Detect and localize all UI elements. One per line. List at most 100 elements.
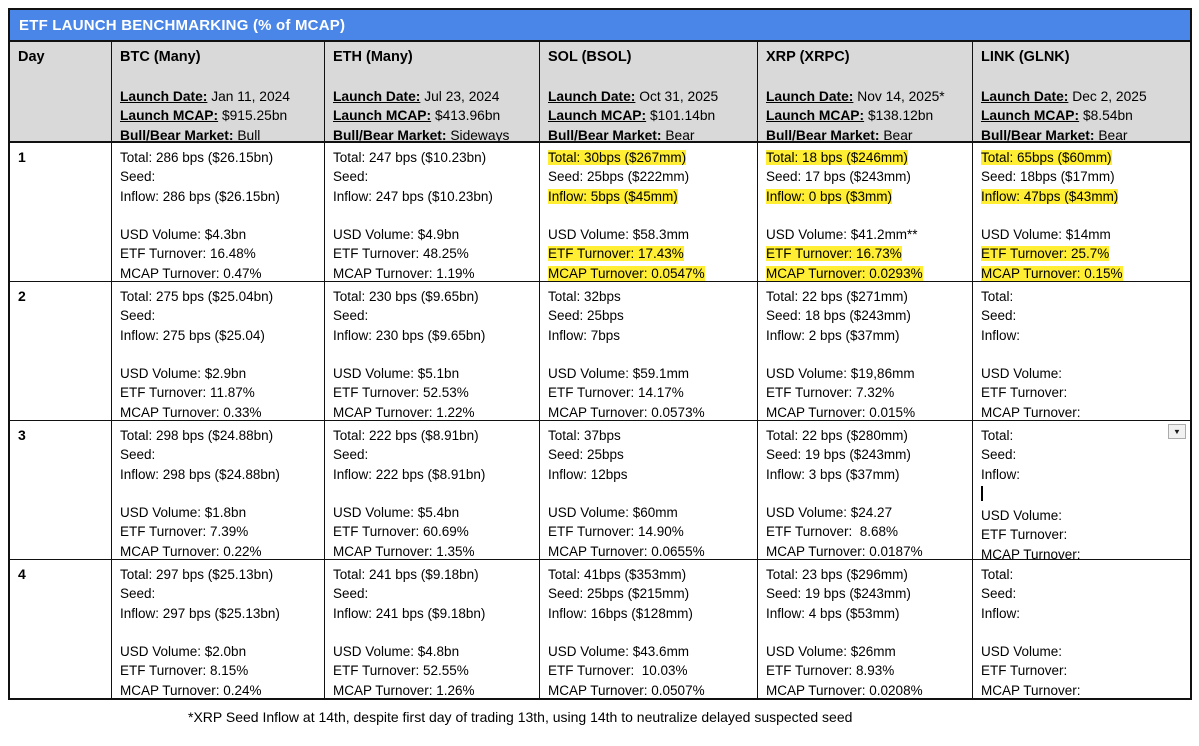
field-label: Launch MCAP:	[333, 108, 432, 123]
cell-line: MCAP Turnover: 0.0573%	[548, 404, 705, 420]
cell-day-1[interactable]: 1	[10, 143, 112, 281]
cell-line	[333, 206, 533, 225]
cell-line: USD Volume: $41.2mm**	[766, 227, 918, 243]
cell-sol-day-2[interactable]: Total: 32bps Seed: 25bps Inflow: 7bps USD …	[540, 282, 758, 420]
cell-line: Total: 298 bps ($24.88bn)	[120, 428, 274, 443]
cell-eth-day-4[interactable]: Total: 241 bps ($9.18bn) Seed: Inflow: 241…	[325, 560, 540, 698]
cell-xrp-day-3[interactable]: Total: 22 bps ($280mm) Seed: 19 bps ($243…	[758, 421, 973, 559]
cell-line	[766, 484, 966, 503]
table-body: 1 Total: 286 bps ($26.15bn) Seed: Inflow: 2…	[10, 143, 1190, 698]
cell-line: MCAP Turnover: 0.0208%	[766, 682, 923, 698]
field-label: Bull/Bear Market:	[333, 127, 447, 142]
header-field-launch_mcap: Launch MCAP: $101.14bn	[548, 108, 716, 123]
cell-day-3[interactable]: 3	[10, 421, 112, 559]
cell-line: ETF Turnover: 52.55%	[333, 663, 469, 679]
cell-line: USD Volume: $14mm	[981, 227, 1111, 243]
cell-link-day-4[interactable]: Total: Seed: Inflow: USD Volume: ETF Turnov…	[973, 560, 1190, 698]
cell-line: MCAP Turnover: 0.0293%	[766, 264, 966, 281]
cell-eth-day-3[interactable]: Total: 222 bps ($8.91bn) Seed: Inflow: 222…	[325, 421, 540, 559]
cell-line: MCAP Turnover: 0.24%	[120, 682, 262, 698]
cell-line: Seed: 25bps ($215mm)	[548, 586, 690, 602]
column-label: ETH (Many)	[333, 49, 413, 65]
field-label: Bull/Bear Market:	[766, 127, 880, 142]
cell-line: Seed: 18bps ($17mm)	[981, 169, 1115, 185]
cell-btc-day-3[interactable]: Total: 298 bps ($24.88bn) Seed: Inflow: 29…	[112, 421, 325, 559]
highlighted-text: ETF Turnover: 17.43%	[548, 246, 684, 262]
day-number: 2	[18, 288, 26, 304]
cell-btc-day-4[interactable]: Total: 297 bps ($25.13bn) Seed: Inflow: 29…	[112, 560, 325, 698]
header-field-launch_date: Launch Date: Nov 14, 2025*	[766, 88, 945, 104]
cell-line: Inflow: 297 bps ($25.13bn)	[120, 605, 280, 621]
header-field-launch_mcap: Launch MCAP: $8.54bn	[981, 108, 1133, 123]
cell-btc-day-2[interactable]: Total: 275 bps ($25.04bn) Seed: Inflow: 27…	[112, 282, 325, 420]
cell-eth-day-2[interactable]: Total: 230 bps ($9.65bn) Seed: Inflow: 230…	[325, 282, 540, 420]
table-row-day-2: 2 Total: 275 bps ($25.04bn) Seed: Inflow: 2…	[10, 282, 1190, 421]
cell-line: Seed: 17 bps ($243mm)	[766, 169, 911, 185]
cell-line: USD Volume: $4.8bn	[333, 644, 460, 660]
cell-sol-day-4[interactable]: Total: 41bps ($353mm) Seed: 25bps ($215mm…	[540, 560, 758, 698]
cell-xrp-day-1[interactable]: Total: 18 bps ($246mm) Seed: 17 bps ($243…	[758, 143, 973, 281]
highlighted-text: ETF Turnover: 25.7%	[981, 246, 1110, 262]
cell-line: Inflow: 2 bps ($37mm)	[766, 327, 900, 343]
header-link: LINK (GLNK) Launch Date: Dec 2, 2025 Laun…	[973, 42, 1190, 141]
page-title: ETF LAUNCH BENCHMARKING (% of MCAP)	[19, 16, 346, 34]
field-label: Launch MCAP:	[120, 108, 219, 123]
table-row-day-4: 4 Total: 297 bps ($25.13bn) Seed: Inflow: 2…	[10, 560, 1190, 698]
cell-line: Seed:	[333, 308, 369, 324]
cell-line: Inflow: 275 bps ($25.04)	[120, 327, 265, 343]
cell-line: ETF Turnover: 8.68%	[766, 524, 899, 540]
cell-link-day-1[interactable]: Total: 65bps ($60mm) Seed: 18bps ($17mm) I…	[973, 143, 1190, 281]
cell-line: MCAP Turnover: 0.33%	[120, 404, 262, 420]
cell-line	[120, 484, 318, 503]
table-row-day-1: 1 Total: 286 bps ($26.15bn) Seed: Inflow: 2…	[10, 143, 1190, 282]
cell-link-day-3[interactable]: Total: Seed: Inflow: USD Volume: ETF Turnove…	[973, 421, 1190, 559]
column-label: SOL (BSOL)	[548, 49, 632, 65]
cell-line: ETF Turnover:	[981, 385, 1068, 401]
cell-line: MCAP Turnover: 0.0547%	[548, 264, 751, 281]
cell-line: Total: 23 bps ($296mm)	[766, 567, 908, 582]
cell-line	[981, 206, 1184, 225]
cell-line: USD Volume: $4.9bn	[333, 227, 460, 243]
field-label: Launch MCAP:	[766, 108, 865, 123]
cell-eth-day-1[interactable]: Total: 247 bps ($10.23bn) Seed: Inflow: 24…	[325, 143, 540, 281]
cell-line: MCAP Turnover:	[981, 546, 1081, 559]
dropdown-button[interactable]: ▼	[1168, 424, 1186, 439]
cell-line: Total: 32bps	[548, 289, 621, 304]
day-number: 4	[18, 566, 26, 582]
cell-line: Seed:	[333, 447, 369, 463]
cell-line: Seed:	[120, 586, 156, 602]
cell-line: USD Volume: $2.0bn	[120, 644, 247, 660]
cell-line: Seed:	[981, 586, 1017, 602]
cell-sol-day-3[interactable]: Total: 37bps Seed: 25bps Inflow: 12bps USD…	[540, 421, 758, 559]
cell-line: Inflow:	[981, 466, 1021, 482]
field-label: Launch Date:	[548, 88, 636, 104]
header-btc: BTC (Many) Launch Date: Jan 11, 2024 Laun…	[112, 42, 325, 141]
cell-btc-day-1[interactable]: Total: 286 bps ($26.15bn) Seed: Inflow: 28…	[112, 143, 325, 281]
cell-line	[981, 345, 1184, 364]
day-number: 1	[18, 149, 26, 165]
cell-line: Seed: 25bps ($222mm)	[548, 169, 690, 185]
cell-line: Inflow: 247 bps ($10.23bn)	[333, 188, 493, 204]
column-label: BTC (Many)	[120, 49, 201, 65]
cell-day-2[interactable]: 2	[10, 282, 112, 420]
cell-line: MCAP Turnover: 0.0187%	[766, 543, 923, 559]
cell-day-4[interactable]: 4	[10, 560, 112, 698]
cell-line: Total: 37bps	[548, 428, 621, 443]
cell-line: ETF Turnover: 14.17%	[548, 385, 684, 401]
cell-xrp-day-4[interactable]: Total: 23 bps ($296mm) Seed: 19 bps ($243…	[758, 560, 973, 698]
footnote: *XRP Seed Inflow at 14th, despite first …	[188, 709, 853, 725]
highlighted-text: Inflow: 5bps ($45mm)	[548, 188, 678, 204]
cell-line: Seed:	[981, 308, 1017, 324]
cell-line: Inflow: 230 bps ($9.65bn)	[333, 327, 486, 343]
header-eth: ETH (Many) Launch Date: Jul 23, 2024 Laun…	[325, 42, 540, 141]
header-field-market: Bull/Bear Market: Bull	[120, 127, 261, 142]
highlighted-text: Inflow: 0 bps ($3mm)	[766, 188, 893, 204]
cell-sol-day-1[interactable]: Total: 30bps ($267mm) Seed: 25bps ($222mm…	[540, 143, 758, 281]
field-label: Launch Date:	[766, 88, 854, 104]
cell-line	[981, 484, 1184, 506]
cell-line	[548, 345, 751, 364]
cell-xrp-day-2[interactable]: Total: 22 bps ($271mm) Seed: 18 bps ($243…	[758, 282, 973, 420]
cell-line: MCAP Turnover: 1.35%	[333, 543, 475, 559]
cell-link-day-2[interactable]: Total: Seed: Inflow: USD Volume: ETF Turnov…	[973, 282, 1190, 420]
